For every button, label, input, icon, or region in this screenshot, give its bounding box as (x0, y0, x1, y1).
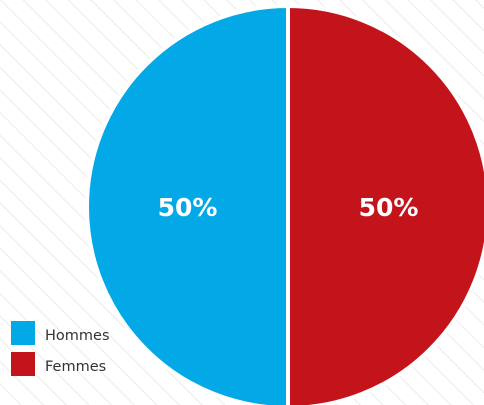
pie-slice-femmes (286, 3, 484, 405)
pie-slices (85, 3, 484, 405)
legend-swatch-hommes (11, 321, 35, 345)
slice-label-femmes: 50% (359, 193, 419, 222)
legend-label-femmes: Femmes (45, 359, 106, 375)
pie-slice-hommes (85, 3, 290, 405)
legend-swatch-femmes (11, 352, 35, 376)
legend-label-hommes: Hommes (45, 328, 110, 344)
slice-label-hommes: 50% (158, 193, 218, 222)
legend: Hommes Femmes (11, 321, 110, 376)
slice-labels: 50% 50% (158, 193, 419, 222)
